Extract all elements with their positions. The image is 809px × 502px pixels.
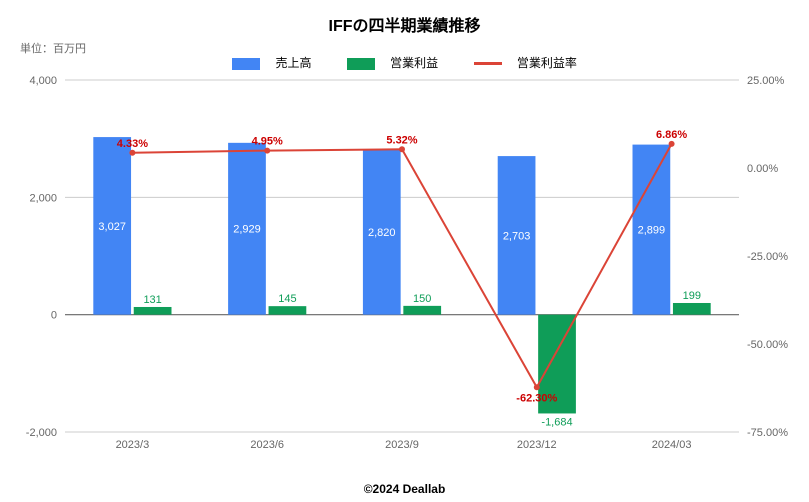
left-axis-tick-label: 4,000	[29, 75, 57, 87]
opmargin-point	[129, 150, 135, 156]
category-label: 2023/12	[517, 439, 557, 451]
legend-label-opincome: 営業利益	[390, 56, 438, 70]
category-label: 2023/6	[250, 439, 284, 451]
legend-swatch-revenue	[232, 58, 260, 70]
opmargin-point	[669, 141, 675, 147]
opincome-bar-label: 150	[413, 293, 431, 305]
category-label: 2024/03	[652, 439, 692, 451]
legend-label-opmargin: 営業利益率	[517, 56, 577, 70]
opmargin-label: 5.32%	[386, 134, 417, 146]
opmargin-label: 6.86%	[656, 129, 687, 141]
legend-item-opmargin: 営業利益率	[466, 56, 585, 70]
chart-title: IFFの四半期業績推移	[0, 0, 809, 36]
right-axis-tick-label: -25.00%	[747, 251, 788, 263]
opincome-bar-label: 145	[278, 293, 296, 305]
opmargin-label: -62.30%	[516, 392, 557, 404]
opincome-bar-label: 199	[683, 290, 701, 302]
revenue-bar-label: 2,703	[503, 230, 531, 242]
left-axis-tick-label: -2,000	[26, 427, 57, 439]
right-axis-tick-label: -50.00%	[747, 339, 788, 351]
right-axis-tick-label: 25.00%	[747, 75, 785, 87]
copyright: ©2024 Deallab	[0, 482, 809, 496]
legend-label-revenue: 売上高	[275, 56, 311, 70]
legend-item-opincome: 営業利益	[339, 56, 450, 70]
opmargin-point	[264, 148, 270, 154]
revenue-bar-label: 2,820	[368, 227, 396, 239]
opmargin-label: 4.33%	[117, 138, 148, 150]
left-axis-tick-label: 0	[51, 310, 57, 322]
legend-swatch-opincome	[347, 58, 375, 70]
unit-label: 単位：百万円	[20, 40, 86, 56]
chart-area: -2,00002,0004,000-75.00%-50.00%-25.00%0.…	[55, 80, 749, 452]
legend-item-revenue: 売上高	[224, 56, 323, 70]
revenue-bar-label: 2,929	[233, 224, 261, 236]
opmargin-label: 4.95%	[252, 136, 283, 148]
opincome-bar-label: 131	[143, 294, 161, 306]
category-label: 2023/9	[385, 439, 419, 451]
opmargin-point	[534, 384, 540, 390]
revenue-bar-label: 3,027	[98, 221, 126, 233]
opincome-bar	[269, 306, 307, 315]
left-axis-tick-label: 2,000	[29, 192, 57, 204]
opmargin-point	[399, 146, 405, 152]
category-label: 2023/3	[116, 439, 150, 451]
opincome-bar	[673, 303, 711, 315]
opincome-bar-label: -1,684	[541, 416, 572, 428]
chart-svg: -2,00002,0004,000-75.00%-50.00%-25.00%0.…	[55, 80, 749, 452]
legend: 売上高 営業利益 営業利益率	[0, 54, 809, 71]
right-axis-tick-label: -75.00%	[747, 427, 788, 439]
opincome-bar	[134, 307, 172, 315]
opmargin-line	[132, 144, 671, 387]
revenue-bar-label: 2,899	[638, 225, 666, 237]
right-axis-tick-label: 0.00%	[747, 163, 778, 175]
opincome-bar	[403, 306, 441, 315]
legend-swatch-opmargin	[474, 62, 502, 65]
